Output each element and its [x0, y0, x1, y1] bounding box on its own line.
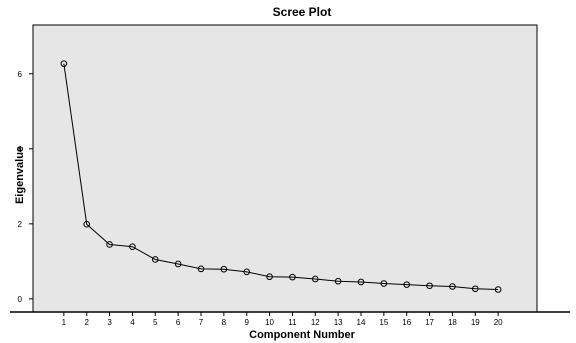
data-point — [83, 220, 91, 228]
y-tick-label: 0 — [18, 295, 23, 304]
data-point — [129, 243, 136, 251]
x-tick-label: 12 — [311, 318, 320, 327]
x-tick-label: 13 — [334, 318, 343, 327]
series-layer — [60, 60, 502, 293]
y-tick-label: 4 — [18, 145, 23, 154]
x-axis-ticks: 1 2 3 4 5 6 7 8 9 10 11 12 13 14 15 16 17 18 19 20 — [62, 312, 503, 327]
data-point — [334, 277, 342, 285]
data-point — [426, 282, 433, 290]
x-tick-label: 6 — [176, 318, 181, 327]
x-tick-label: 19 — [471, 318, 480, 327]
series-line — [63, 63, 499, 290]
x-tick-label: 4 — [130, 318, 135, 327]
data-point — [311, 275, 319, 283]
y-axis-ticks: 0 2 4 6 — [18, 70, 33, 304]
x-tick-label: 3 — [107, 318, 112, 327]
x-tick-label: 18 — [448, 318, 457, 327]
x-tick-label: 14 — [357, 318, 366, 327]
x-tick-label: 20 — [494, 318, 503, 327]
data-point — [60, 60, 68, 67]
data-point — [151, 256, 159, 263]
data-point — [289, 273, 296, 281]
y-axis-label: Eigenvalue — [14, 146, 26, 204]
x-tick-label: 15 — [379, 318, 388, 327]
x-tick-label: 9 — [244, 318, 249, 327]
data-point — [494, 286, 502, 293]
data-point — [106, 241, 113, 248]
data-point — [220, 265, 228, 273]
x-axis-label: Component Number — [249, 329, 355, 341]
data-point — [380, 280, 388, 287]
chart-title: Scree Plot — [273, 5, 332, 19]
data-point — [174, 260, 182, 268]
x-tick-label: 1 — [62, 318, 67, 327]
x-tick-label: 17 — [425, 318, 434, 327]
plot-area — [32, 24, 538, 313]
x-tick-label: 5 — [153, 318, 158, 327]
x-tick-label: 7 — [199, 318, 204, 327]
data-point — [243, 268, 251, 276]
y-tick-label: 2 — [18, 220, 23, 229]
x-tick-label: 11 — [288, 318, 297, 327]
x-tick-label: 2 — [84, 318, 89, 327]
x-tick-label: 10 — [265, 318, 274, 327]
data-point — [197, 265, 205, 273]
data-point — [449, 283, 456, 290]
data-point — [471, 285, 479, 293]
y-tick-label: 6 — [18, 70, 23, 79]
data-point — [403, 281, 411, 288]
x-tick-label: 8 — [222, 318, 227, 327]
data-point — [357, 278, 365, 286]
x-tick-label: 16 — [402, 318, 411, 327]
data-point — [266, 273, 273, 281]
